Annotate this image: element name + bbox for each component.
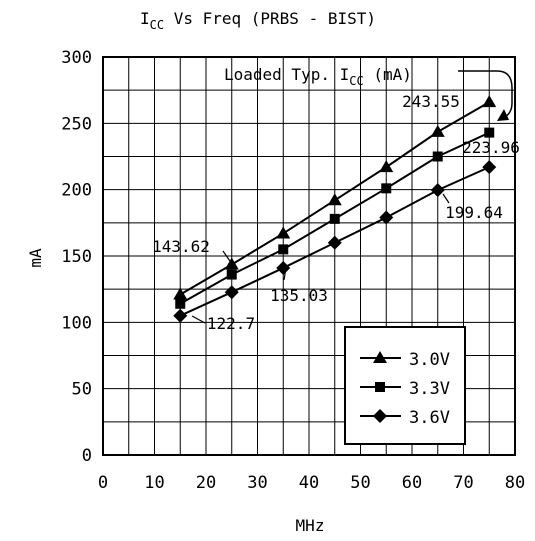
- point-3-0v: [327, 193, 342, 206]
- label-135-03: 135.03: [270, 286, 328, 305]
- legend-marker-triangle: [373, 351, 387, 363]
- y-tick-label: 50: [72, 380, 92, 400]
- x-tick-label: 80: [505, 473, 525, 493]
- x-axis-ticks: 0 10 20 30 40 50 60 70 80: [98, 473, 525, 493]
- label-199-64: 199.64: [445, 203, 503, 222]
- point-3-0v: [430, 124, 445, 137]
- point-3-6v: [276, 260, 291, 275]
- loaded-typ-label: Loaded Typ. ICC (mA): [224, 65, 412, 88]
- y-tick-label: 300: [61, 48, 92, 68]
- x-tick-label: 10: [144, 473, 164, 493]
- x-tick-label: 50: [350, 473, 370, 493]
- y-tick-label: 150: [61, 247, 92, 267]
- x-tick-label: 30: [247, 473, 267, 493]
- y-tick-label: 200: [61, 181, 92, 201]
- series-group: [173, 95, 497, 323]
- plot-frame: [102, 56, 516, 456]
- point-3-6v: [430, 183, 445, 198]
- label-leader-143-62: [222, 250, 233, 265]
- point-3-0v: [482, 95, 497, 108]
- label-leader-135-03: [283, 267, 287, 281]
- label-143-62: 143.62: [152, 237, 210, 256]
- x-tick-label: 40: [299, 473, 319, 493]
- point-3-3v: [226, 269, 237, 280]
- label-leader-122-7: [191, 315, 206, 324]
- point-3-3v: [432, 151, 443, 162]
- loaded-typ-arrowhead: [497, 109, 509, 121]
- point-3-3v: [329, 213, 340, 224]
- loaded-typ-arrow: [458, 70, 513, 119]
- annotations: 143.62 135.03 122.7 243.55 223.96 199.64…: [152, 65, 520, 333]
- chart-title: ICC Vs Freq (PRBS - BIST): [140, 9, 376, 32]
- legend-label-3-3v: 3.3V: [409, 379, 450, 399]
- point-3-6v: [224, 285, 239, 300]
- x-tick-label: 60: [402, 473, 422, 493]
- x-tick-label: 70: [453, 473, 473, 493]
- x-tick-label: 20: [196, 473, 216, 493]
- point-3-6v: [482, 160, 497, 175]
- label-leader-199-64: [442, 193, 450, 204]
- x-axis-label: MHz: [296, 516, 325, 535]
- y-tick-label: 0: [82, 446, 92, 466]
- label-122-7: 122.7: [207, 314, 255, 333]
- point-3-3v: [175, 298, 186, 309]
- point-3-6v: [173, 308, 188, 323]
- x-tick-label: 0: [98, 473, 108, 493]
- y-tick-label: 250: [61, 114, 92, 134]
- legend-marker-diamond: [373, 409, 387, 423]
- point-3-0v: [276, 226, 291, 239]
- y-axis-label: mA: [26, 248, 45, 268]
- point-3-6v: [379, 210, 394, 225]
- point-3-0v: [173, 287, 188, 300]
- y-axis-ticks: 0 50 100 150 200 250 300: [61, 48, 92, 466]
- y-tick-label: 100: [61, 313, 92, 333]
- legend-item-3-0v: 3.0V: [360, 350, 450, 370]
- point-3-3v: [484, 127, 495, 138]
- legend-box: [344, 326, 466, 445]
- point-3-3v: [381, 183, 392, 194]
- legend-item-3-6v: 3.6V: [360, 408, 450, 428]
- label-243-55: 243.55: [402, 92, 460, 111]
- legend-label-3-0v: 3.0V: [409, 350, 450, 370]
- legend-marker-square: [375, 382, 385, 392]
- point-3-3v: [278, 244, 289, 255]
- legend: 3.0V 3.3V 3.6V: [344, 326, 466, 445]
- legend-label-3-6v: 3.6V: [409, 408, 450, 428]
- legend-item-3-3v: 3.3V: [360, 379, 450, 399]
- label-223-96: 223.96: [462, 138, 520, 157]
- point-3-6v: [327, 235, 342, 250]
- point-3-0v: [379, 160, 394, 173]
